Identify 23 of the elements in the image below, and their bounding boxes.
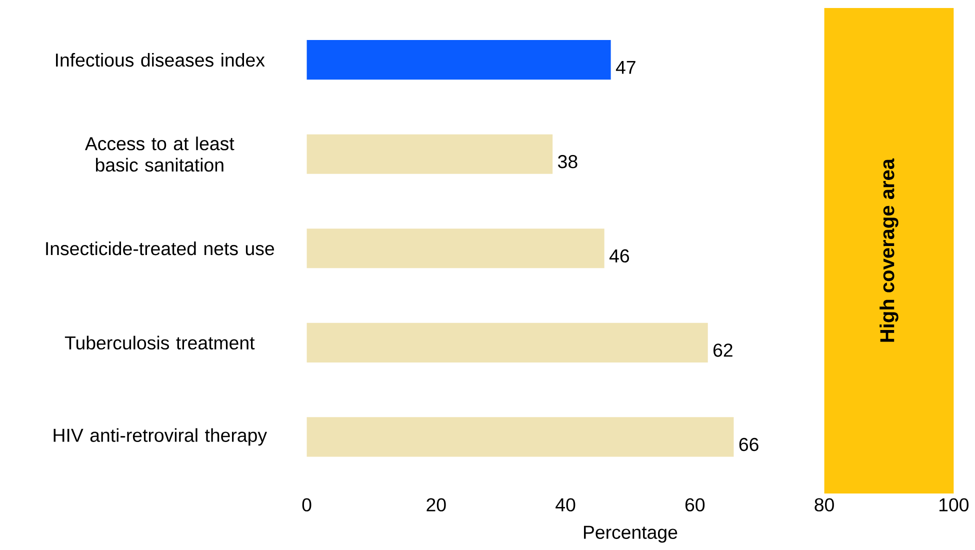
x-tick-label: 0 — [302, 498, 312, 512]
x-tick-label: 40 — [556, 498, 576, 512]
y-tick-label: Infectious diseases index — [56, 53, 265, 67]
bar — [306, 228, 604, 268]
bar — [306, 134, 553, 174]
data-label: 38 — [558, 155, 578, 169]
data-label: 46 — [609, 250, 629, 263]
bar — [306, 323, 708, 363]
data-label: 62 — [714, 344, 732, 358]
x-tick-label: 20 — [426, 498, 446, 512]
x-tick-label: 60 — [685, 498, 705, 512]
y-tick-label: Tuberculosis treatment — [64, 336, 255, 350]
data-label: 66 — [739, 438, 758, 452]
y-tick-label: Access to at least basic sanitation — [84, 136, 234, 172]
x-tick-label: 80 — [814, 498, 834, 512]
x-tick-label: 100 — [940, 498, 969, 512]
data-label: 47 — [616, 61, 636, 74]
x-axis-title: Percentage — [584, 526, 678, 543]
bar — [306, 40, 611, 80]
bar — [306, 417, 734, 457]
band-label: High coverage area — [880, 158, 898, 342]
y-tick-label: Insecticide-treated nets use — [46, 242, 274, 256]
y-tick-label: HIV anti-retroviral therapy — [54, 428, 267, 446]
